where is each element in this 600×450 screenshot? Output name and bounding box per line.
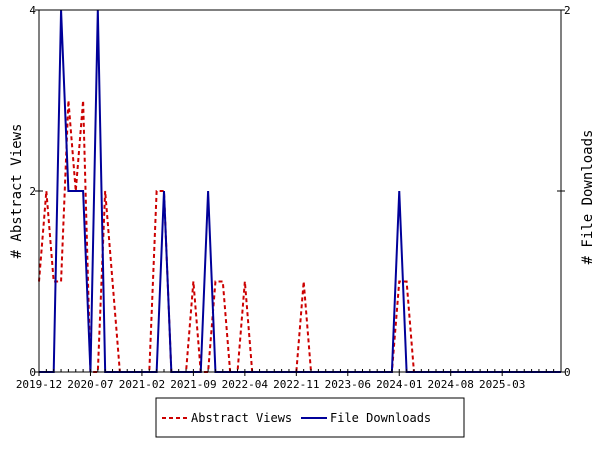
y-left-tick-label: 4 bbox=[29, 4, 36, 17]
y-right-axis-title: # File Downloads bbox=[580, 130, 596, 265]
x-tick-label: 2019-12 bbox=[16, 378, 62, 391]
x-tick-label: 2022-04 bbox=[222, 378, 269, 391]
legend-label-abstract-views: Abstract Views bbox=[191, 411, 292, 425]
x-tick-label: 2024-08 bbox=[428, 378, 474, 391]
y-left-tick-label: 2 bbox=[29, 185, 36, 198]
y-right-tick-label: 0 bbox=[564, 366, 571, 379]
x-tick-label: 2020-07 bbox=[67, 378, 113, 391]
legend-label-file-downloads: File Downloads bbox=[330, 411, 431, 425]
x-tick-label: 2021-09 bbox=[170, 378, 216, 391]
x-tick-label: 2021-02 bbox=[119, 378, 165, 391]
x-tick-label: 2022-11 bbox=[273, 378, 319, 391]
x-tick-label: 2025-03 bbox=[479, 378, 525, 391]
y-left-tick-label: 0 bbox=[29, 366, 36, 379]
x-tick-label: 2023-06 bbox=[325, 378, 371, 391]
legend: Abstract Views File Downloads bbox=[155, 397, 465, 438]
y-left-axis-title: # Abstract Views bbox=[9, 124, 25, 259]
x-tick-label: 2024-01 bbox=[376, 378, 422, 391]
axes: 2019-12 2020-07 2021-02 2021-09 2022-04 2022-… bbox=[16, 4, 571, 391]
y-right-tick-label: 2 bbox=[564, 4, 571, 17]
